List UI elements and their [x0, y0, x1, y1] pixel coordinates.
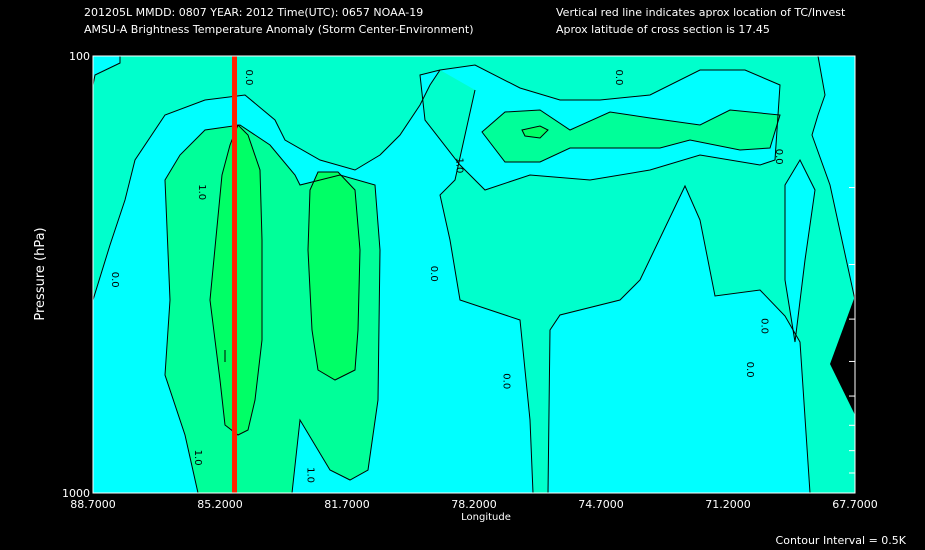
contour-label: 0.0 — [613, 70, 624, 86]
header-line2-left: AMSU-A Brightness Temperature Anomaly (S… — [84, 23, 474, 36]
x-tick-label: 81.7000 — [324, 498, 370, 511]
x-tick-label: 88.7000 — [70, 498, 116, 511]
contour-one-upper — [521, 125, 549, 139]
contour-label: 0.0 — [744, 362, 755, 378]
x-axis: 88.7000 85.2000 81.7000 78.2000 74.7000 71.20… — [70, 498, 878, 511]
header-line1-left: 201205L MMDD: 0807 YEAR: 2012 Time(UTC):… — [84, 6, 424, 19]
plot-frame — [92, 55, 856, 494]
anomaly-region-above-one — [210, 125, 548, 435]
no-data-region — [830, 296, 855, 415]
x-axis-title: Longitude — [461, 512, 511, 523]
contour-lines — [93, 56, 855, 493]
right-axis-ticks — [849, 187, 855, 474]
contour-label: 0.0 — [501, 373, 512, 389]
header-line1-right: Vertical red line indicates aprox locati… — [556, 6, 846, 19]
y-axis-title: Pressure (hPa) — [33, 227, 48, 320]
contour-label: 0.0 — [109, 272, 120, 288]
contour-interval-note: Contour Interval = 0.5K — [776, 534, 907, 547]
contour-label: 1.0 — [196, 184, 207, 200]
contour-fields — [93, 56, 855, 493]
contour-label: 0.0 — [758, 318, 769, 334]
contour-zero-right — [439, 56, 855, 493]
contour-label: 0.0 — [428, 266, 439, 282]
anomaly-region-zero-to-half — [93, 56, 855, 493]
x-tick-label: 85.2000 — [197, 498, 243, 511]
contour-one-core-b — [307, 171, 361, 381]
contour-zero-left — [93, 56, 441, 301]
y-axis: 100 1000 — [62, 50, 90, 500]
contour-label: 1.0 — [305, 467, 316, 483]
contour-label: 1.0 — [192, 450, 203, 466]
contour-one-core-a — [209, 124, 263, 436]
contour-label: 0.0 — [243, 70, 254, 86]
contour-half-left — [164, 124, 381, 493]
x-tick-label: 67.7000 — [832, 498, 878, 511]
x-tick-label: 71.2000 — [705, 498, 751, 511]
header-line2-right: Aprox latitude of cross section is 17.45 — [556, 23, 770, 36]
contour-zero-spike — [784, 158, 816, 343]
x-tick-label: 74.7000 — [578, 498, 624, 511]
contour-labels: 0.0 0.0 1.0 1.0 0.0 0.0 0.0 0.0 0.0 0.0 1.0 1.0 — [109, 70, 784, 483]
contour-label: 0.0 — [773, 149, 784, 165]
y-tick-label: 1000 — [62, 487, 90, 500]
x-tick-label: 78.2000 — [451, 498, 497, 511]
y-tick-label: 100 — [69, 50, 90, 63]
contour-half-upper — [481, 109, 781, 163]
contour-label: 1.0 — [453, 157, 464, 173]
